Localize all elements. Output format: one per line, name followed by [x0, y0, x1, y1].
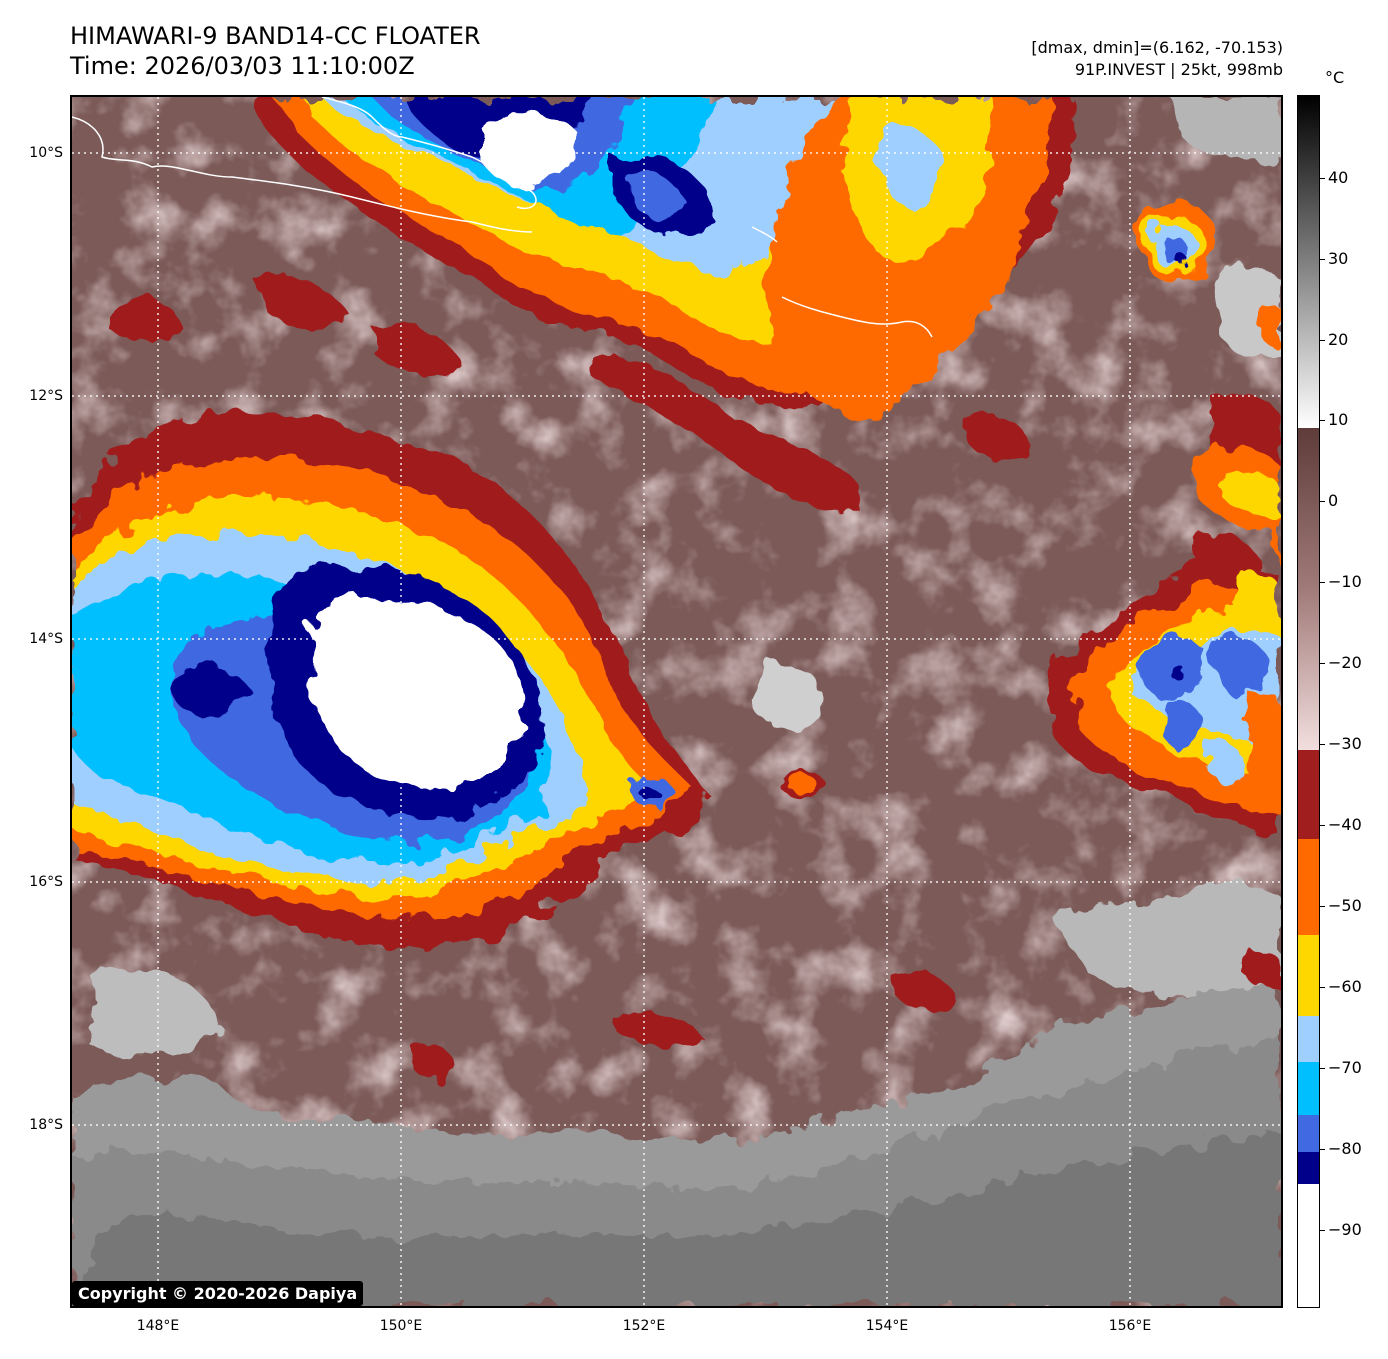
colorbar-label-minus20: −20 — [1328, 653, 1362, 672]
lat-label-12s: 12°S — [29, 388, 63, 404]
lon-label-152e: 152°E — [622, 1318, 666, 1334]
colorbar-label-minus10: −10 — [1328, 572, 1362, 591]
map-image — [72, 97, 1281, 1306]
storm-info: 91P.INVEST | 25kt, 998mb — [1074, 60, 1283, 79]
colorbar-label-0: 0 — [1328, 491, 1339, 510]
colorbar-tick — [1320, 501, 1325, 502]
colorbar-label-minus60: −60 — [1328, 977, 1362, 996]
lat-label-14s: 14°S — [29, 631, 63, 647]
colorbar-scale — [1298, 96, 1319, 1307]
lat-label-16s: 16°S — [29, 874, 63, 890]
satellite-map — [70, 95, 1283, 1308]
colorbar-tick — [1320, 906, 1325, 907]
colorbar-tick — [1320, 1068, 1325, 1069]
colorbar-label-10: 10 — [1328, 410, 1349, 429]
colorbar-label-20: 20 — [1328, 330, 1349, 349]
lat-label-10s: 10°S — [29, 145, 63, 161]
southern-gray-region — [72, 97, 1281, 1306]
chart-title: HIMAWARI-9 BAND14-CC FLOATER — [70, 22, 481, 50]
colorbar-label-minus70: −70 — [1328, 1058, 1362, 1077]
colorbar — [1297, 95, 1320, 1308]
copyright-notice: Copyright © 2020-2026 Dapiya — [72, 1281, 364, 1306]
lon-label-154e: 154°E — [865, 1318, 909, 1334]
colorbar-tick — [1320, 1149, 1325, 1150]
small-convective-cells — [780, 303, 1281, 798]
colorbar-tick — [1320, 825, 1325, 826]
colorbar-tick — [1320, 178, 1325, 179]
northeast-convection — [768, 97, 1215, 416]
coastlines — [72, 97, 933, 338]
lat-label-18s: 18°S — [29, 1117, 63, 1133]
chart-time: Time: 2026/03/03 11:10:00Z — [70, 52, 415, 80]
colorbar-tick — [1320, 420, 1325, 421]
colorbar-label-40: 40 — [1328, 168, 1349, 187]
colorbar-unit: °C — [1325, 68, 1345, 87]
colorbar-tick — [1320, 582, 1325, 583]
colorbar-label-minus50: −50 — [1328, 896, 1362, 915]
colorbar-label-minus90: −90 — [1328, 1220, 1362, 1239]
colorbar-tick — [1320, 744, 1325, 745]
lon-label-156e: 156°E — [1108, 1318, 1152, 1334]
storm-system — [72, 411, 712, 949]
colorbar-label-30: 30 — [1328, 249, 1349, 268]
colorbar-label-minus80: −80 — [1328, 1139, 1362, 1158]
lon-label-148e: 148°E — [136, 1318, 180, 1334]
colorbar-tick — [1320, 663, 1325, 664]
colorbar-label-minus30: −30 — [1328, 734, 1362, 753]
range-info: [dmax, dmin]=(6.162, -70.153) — [1031, 38, 1283, 57]
lon-label-150e: 150°E — [379, 1318, 423, 1334]
east-convection — [1048, 508, 1281, 837]
colorbar-tick — [1320, 987, 1325, 988]
colorbar-label-minus40: −40 — [1328, 815, 1362, 834]
colorbar-tick — [1320, 340, 1325, 341]
colorbar-tick — [1320, 259, 1325, 260]
colorbar-tick — [1320, 1230, 1325, 1231]
